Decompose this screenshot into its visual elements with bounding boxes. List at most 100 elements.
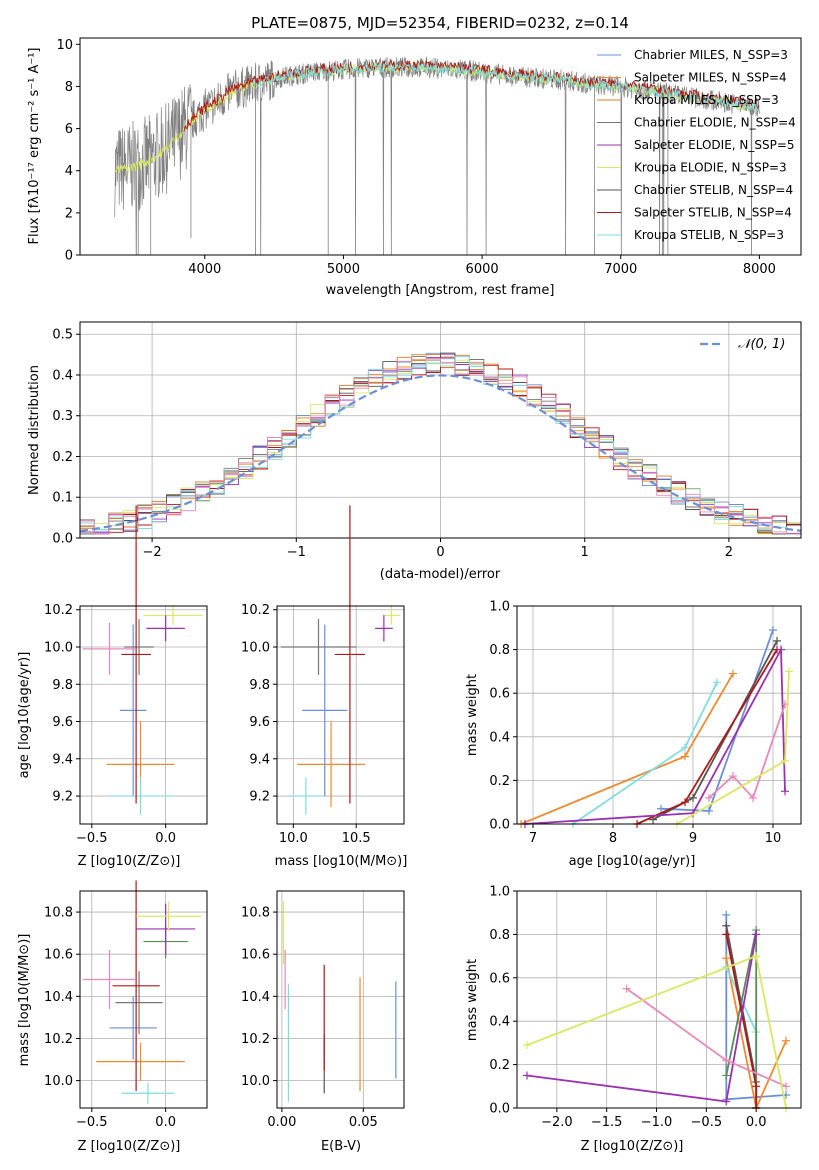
residual-ytick-label: 0.3 xyxy=(52,409,73,424)
panel4-xlabel: mass [log10(M/M⊙)] xyxy=(275,854,408,869)
legend-label: Kroupa STELIB, N_SSP=3 xyxy=(634,228,784,242)
panel5-marker xyxy=(773,636,781,645)
residual-panel: −2 −1 0 1 2 0.0 0.1 0.2 0.3 0.4 0.5 (data-model)/e… xyxy=(27,321,802,582)
spectrum-ytick-label: 2 xyxy=(65,206,73,221)
panel8-ytick-label: 1.0 xyxy=(489,885,510,900)
residual-xtick-label: 0 xyxy=(436,545,444,560)
panel5-xtick-label: 8 xyxy=(609,831,617,846)
residual-ytick-label: 0.5 xyxy=(52,328,73,343)
panel4-ytick-label: 10.2 xyxy=(241,603,270,618)
panel5-ytick-label: 0.2 xyxy=(489,774,510,789)
figure-title: PLATE=0875, MJD=52354, FIBERID=0232, z=0… xyxy=(251,14,629,32)
panel5-xtick-label: 7 xyxy=(529,831,537,846)
panel5-ytick-label: 0.6 xyxy=(489,687,510,702)
panel6: −0.5 0.0 10.0 10.2 10.4 10.6 10.8 xyxy=(44,880,208,1130)
spectrum-ylabel: Flux [fλ10⁻¹⁷ erg cm⁻² s⁻¹ A⁻¹] xyxy=(27,48,42,245)
panel5: 7 8 9 10 0.0 0.2 0.4 0.6 0.8 1.0 xyxy=(489,600,802,846)
panel8-marker xyxy=(782,1082,791,1091)
panel8: −2.0 −1.5 −1.0 −0.5 0.0 0.0 0.2 0.4 0.6 0.8 1.0 xyxy=(489,885,802,1130)
panel8-xtick-label: −1.0 xyxy=(641,1115,673,1130)
panel7-ytick-label: 10.4 xyxy=(241,990,270,1005)
panel5-line xyxy=(676,671,790,825)
panel8-ytick-label: 0.8 xyxy=(489,928,510,943)
panel3-ytick-label: 9.4 xyxy=(52,752,73,767)
panel8-marker xyxy=(722,1056,731,1065)
legend-label: Kroupa ELODIE, N_SSP=3 xyxy=(634,161,787,175)
panel5-marker xyxy=(705,793,713,802)
spectrum-ytick-label: 6 xyxy=(65,122,73,137)
panel7: 0.00 0.05 10.0 10.2 10.4 10.6 10.8 xyxy=(241,890,405,1130)
panel5-ytick-label: 0.8 xyxy=(489,643,510,658)
panel3-ytick-label: 10.0 xyxy=(44,640,73,655)
panel7-frame xyxy=(276,890,405,1109)
spectrum-ytick-label: 4 xyxy=(65,164,73,179)
panel6-ytick-label: 10.6 xyxy=(44,948,73,963)
panel5-marker xyxy=(681,752,689,761)
panel8-xtick-label: 0.0 xyxy=(746,1115,767,1130)
panel5-ytick-label: 0.0 xyxy=(489,818,510,833)
legend-label: Salpeter MILES, N_SSP=4 xyxy=(634,71,787,85)
panel4-ytick-label: 10.0 xyxy=(241,640,270,655)
spectrum-xtick-label: 7000 xyxy=(604,262,637,277)
panel8-xtick-label: −2.0 xyxy=(541,1115,573,1130)
panel6-xtick-label: 0.0 xyxy=(155,1115,176,1130)
spectrum-ytick-label: 0 xyxy=(65,249,73,264)
panel8-marker xyxy=(722,1097,731,1106)
spectrum-xtick-label: 6000 xyxy=(466,262,499,277)
panel5-series xyxy=(517,625,793,828)
panel5-ytick-label: 1.0 xyxy=(489,600,510,615)
panel4-frame xyxy=(276,605,405,825)
legend-label: Salpeter STELIB, N_SSP=4 xyxy=(634,206,792,220)
panel3: −0.5 0.0 9.2 9.4 9.6 9.8 10.0 10.2 xyxy=(44,505,208,846)
legend-label: Kroupa MILES, N_SSP=3 xyxy=(634,93,779,107)
spectrum-ytick-label: 10 xyxy=(56,38,73,53)
panel8-marker xyxy=(752,1082,761,1091)
panel3-ytick-label: 9.6 xyxy=(52,715,73,730)
panel7-points xyxy=(282,901,397,1102)
panel5-marker xyxy=(657,804,665,813)
residual-xtick-label: 2 xyxy=(725,545,733,560)
panel4: 10.0 10.5 9.2 9.4 9.6 9.8 10.0 10.2 xyxy=(241,505,405,846)
residual-xtick-label: −1 xyxy=(287,545,306,560)
panel5-marker xyxy=(777,645,785,654)
panel5-line xyxy=(524,646,786,825)
legend-label: Chabrier STELIB, N_SSP=4 xyxy=(634,183,793,197)
panel3-xtick-label: −0.5 xyxy=(76,831,108,846)
residual-ytick-label: 0.0 xyxy=(52,532,73,547)
panel5-ylabel: mass weight xyxy=(465,674,480,756)
panel7-ytick-label: 10.0 xyxy=(241,1074,270,1089)
panel8-marker xyxy=(722,921,731,930)
panel8-ytick-label: 0.0 xyxy=(489,1102,510,1117)
residual-xtick-label: −2 xyxy=(143,545,162,560)
residual-ytick-label: 0.4 xyxy=(52,368,73,383)
spectrum-panel: 4000 5000 6000 7000 8000 0 2 4 6 8 10 wavelength [… xyxy=(27,37,802,298)
panel8-marker xyxy=(722,1071,731,1080)
panel8-ytick-label: 0.2 xyxy=(489,1058,510,1073)
panel8-marker xyxy=(722,930,731,939)
panel5-frame xyxy=(516,605,802,825)
panel5-marker xyxy=(785,667,793,676)
spectrum-xtick-label: 5000 xyxy=(327,262,360,277)
panel5-marker xyxy=(781,787,789,796)
panel6-xlabel: Z [log10(Z/Z⊙)] xyxy=(78,1139,181,1154)
panel5-marker xyxy=(681,743,689,752)
panel6-ytick-label: 10.2 xyxy=(44,1032,73,1047)
panel5-ytick-label: 0.4 xyxy=(489,730,510,745)
panel4-ytick-label: 9.2 xyxy=(249,790,270,805)
panel6-ytick-label: 10.4 xyxy=(44,990,73,1005)
panel8-ytick-label: 0.6 xyxy=(489,971,510,986)
panel8-marker xyxy=(752,930,761,939)
panel3-xtick-label: 0.0 xyxy=(155,831,176,846)
panel7-ytick-label: 10.2 xyxy=(241,1032,270,1047)
panel4-xtick-label: 10.5 xyxy=(342,831,371,846)
panel5-marker xyxy=(681,798,689,807)
panel8-line xyxy=(526,934,758,1103)
residual-histogram xyxy=(80,356,801,535)
panel3-frame xyxy=(79,605,208,825)
residual-histograms xyxy=(80,352,801,535)
spectrum-model-line xyxy=(252,61,760,113)
residual-ytick-label: 0.1 xyxy=(52,491,73,506)
panel8-marker xyxy=(722,910,731,919)
panel5-xtick-label: 9 xyxy=(689,831,697,846)
normal-curve xyxy=(79,374,802,532)
